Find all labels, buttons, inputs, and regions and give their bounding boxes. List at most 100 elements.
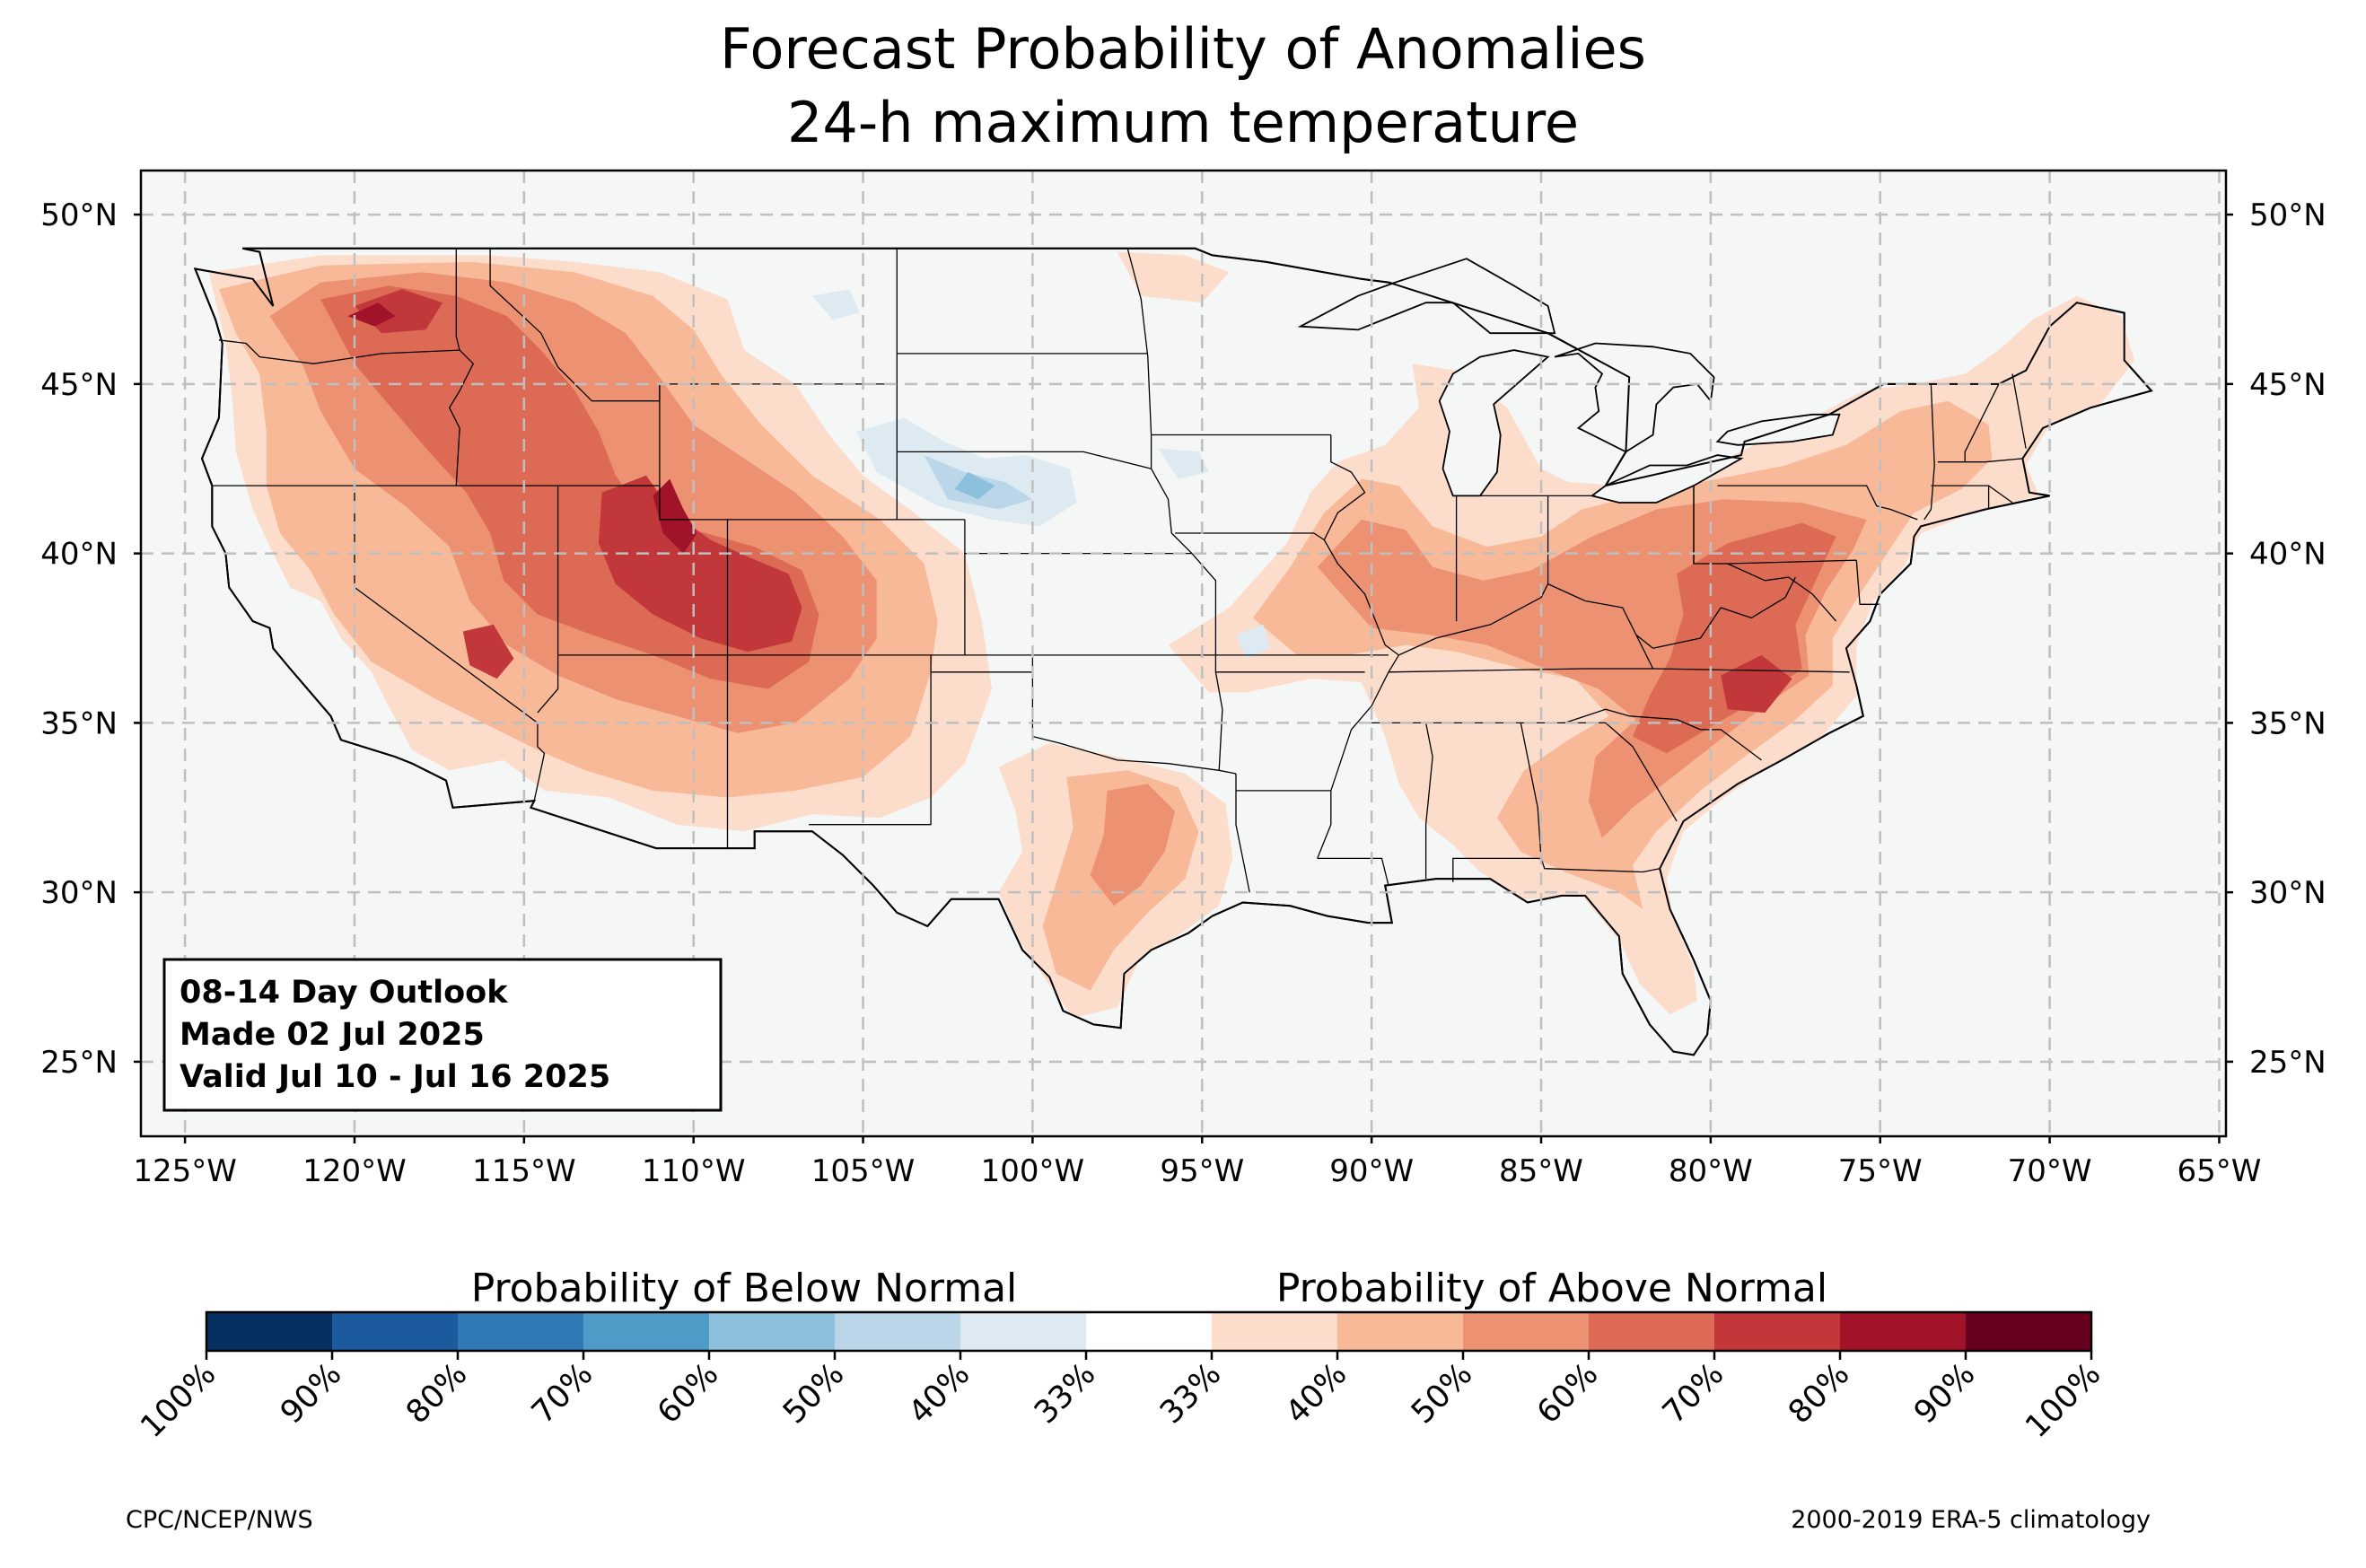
colorbar-swatch bbox=[458, 1312, 584, 1351]
longitude-ticks: 125°W 120°W 115°W 110°W 105°W 100°W 95°W 90°W 85… bbox=[133, 1136, 2261, 1189]
lake bbox=[1554, 342, 1715, 453]
state-line bbox=[1214, 671, 1223, 771]
colorbar-tick-label: 80% bbox=[399, 1356, 474, 1431]
chart-title-line1: Forecast Probability of Anomalies bbox=[720, 16, 1646, 82]
anomaly-region-below-40 bbox=[811, 289, 860, 320]
lat-tick-label-right: 25°N bbox=[2249, 1045, 2327, 1081]
lon-tick-label: 105°W bbox=[811, 1153, 916, 1189]
colorbar-swatch bbox=[332, 1312, 459, 1351]
lake bbox=[1438, 349, 1550, 497]
anomaly-region-above-70 bbox=[1633, 522, 1836, 754]
colorbar-swatch bbox=[1840, 1312, 1967, 1351]
colorbar-tick-label: 60% bbox=[1530, 1356, 1605, 1431]
colorbar-tick-label: 50% bbox=[776, 1356, 851, 1431]
state-line bbox=[1388, 668, 1850, 673]
state-line bbox=[897, 451, 1152, 469]
state-line bbox=[1398, 583, 1654, 656]
lat-tick-label-left: 45°N bbox=[40, 367, 118, 403]
lat-tick-label-left: 50°N bbox=[40, 197, 118, 233]
colorbar-swatch bbox=[960, 1312, 1087, 1351]
colorbar-swatch bbox=[1086, 1312, 1213, 1351]
colorbar-swatch bbox=[1463, 1312, 1590, 1351]
state-line bbox=[1126, 248, 1152, 469]
colorbar-tick-label: 100% bbox=[2019, 1356, 2107, 1445]
colorbar-swatch bbox=[583, 1312, 710, 1351]
lon-tick-label: 120°W bbox=[302, 1153, 407, 1189]
graticule bbox=[141, 171, 2226, 1136]
lat-tick-label-left: 30°N bbox=[40, 875, 118, 911]
colorbar-below-label: Probability of Below Normal bbox=[471, 1266, 1018, 1311]
map-frame bbox=[139, 169, 2228, 1138]
latitude-ticks: 50°N 50°N 45°N 45°N 40°N 40°N 35°N 35°N 30°N 30°N… bbox=[40, 197, 2326, 1081]
colorbar-tick-label: 33% bbox=[1028, 1356, 1102, 1431]
outlook-info-panel: 08-14 Day Outlook Made 02 Jul 2025 Valid… bbox=[162, 958, 723, 1112]
anomaly-region-above-80 bbox=[462, 624, 514, 679]
anomaly-region-below-40 bbox=[1158, 448, 1209, 479]
colorbar-swatch bbox=[1337, 1312, 1464, 1351]
state-line bbox=[1964, 383, 2000, 462]
anomaly-layer bbox=[208, 251, 2134, 1018]
state-line bbox=[537, 486, 559, 714]
colorbar: 100% 90% 80% 70% 60% 50% 40% 33% 33% 40% 50% 60% 70%… bbox=[134, 1310, 2107, 1445]
lat-tick-label-right: 40°N bbox=[2249, 537, 2327, 573]
state-line bbox=[1151, 468, 1193, 555]
state-line bbox=[1727, 563, 1837, 622]
anomaly-region-above-80 bbox=[598, 475, 802, 653]
state-line bbox=[1605, 722, 1678, 822]
footer-source: CPC/NCEP/NWS bbox=[126, 1506, 313, 1534]
colorbar-swatch bbox=[709, 1312, 836, 1351]
state-line bbox=[1717, 485, 1918, 521]
colorbar-tick-label: 100% bbox=[134, 1356, 223, 1445]
colorbar-tick-label: 70% bbox=[525, 1356, 600, 1431]
colorbar-swatch bbox=[1212, 1312, 1338, 1351]
colorbar-swatch bbox=[835, 1312, 961, 1351]
chart-title-line2: 24-h maximum temperature bbox=[787, 90, 1579, 155]
lat-tick-label-right: 35°N bbox=[2249, 705, 2327, 741]
state-line bbox=[1937, 458, 2023, 463]
state-line bbox=[1652, 576, 1796, 649]
lon-tick-label: 75°W bbox=[1838, 1153, 1923, 1189]
lake bbox=[1590, 454, 1744, 504]
anomaly-region-above-90 bbox=[347, 302, 396, 327]
colorbar-tick-label: 90% bbox=[1907, 1356, 1982, 1431]
state-line bbox=[218, 339, 460, 364]
lon-tick-label: 100°W bbox=[981, 1153, 1085, 1189]
anomaly-region-below-60 bbox=[954, 472, 995, 500]
lon-tick-label: 125°W bbox=[133, 1153, 237, 1189]
state-line bbox=[1855, 560, 1880, 605]
panel-made-date: Made 02 Jul 2025 bbox=[180, 1017, 485, 1053]
anomaly-region-above-90 bbox=[653, 478, 697, 554]
colorbar-swatch bbox=[1966, 1312, 2092, 1351]
colorbar-frame bbox=[205, 1310, 2093, 1353]
panel-outlook-period: 08-14 Day Outlook bbox=[180, 975, 508, 1011]
lon-tick-label: 110°W bbox=[642, 1153, 746, 1189]
colorbar-tick-label: 80% bbox=[1782, 1356, 1856, 1431]
state-line bbox=[1923, 383, 1935, 521]
lat-tick-label-left: 35°N bbox=[40, 705, 118, 741]
lon-tick-label: 115°W bbox=[472, 1153, 576, 1189]
lon-tick-label: 65°W bbox=[2178, 1153, 2262, 1189]
state-line bbox=[809, 654, 932, 826]
lat-tick-label-left: 25°N bbox=[40, 1045, 118, 1081]
lon-tick-label: 85°W bbox=[1499, 1153, 1583, 1189]
colorbar-tick-label: 33% bbox=[1153, 1356, 1228, 1431]
state-line bbox=[2011, 373, 2027, 449]
lat-tick-label-right: 30°N bbox=[2249, 875, 2327, 911]
lat-tick-label-right: 50°N bbox=[2249, 197, 2327, 233]
state-line bbox=[931, 671, 1237, 775]
state-line bbox=[449, 248, 474, 486]
anomaly-region-above-80 bbox=[1721, 654, 1792, 714]
state-line bbox=[1317, 857, 1389, 886]
colorbar-tick-label: 70% bbox=[1656, 1356, 1731, 1431]
state-line bbox=[1175, 532, 1325, 541]
lat-tick-label-left: 40°N bbox=[40, 537, 118, 573]
lon-tick-label: 70°W bbox=[2008, 1153, 2092, 1189]
colorbar-tick-label: 40% bbox=[1279, 1356, 1354, 1431]
footer-climatology: 2000-2019 ERA-5 climatology bbox=[1791, 1506, 2151, 1534]
colorbar-above-label: Probability of Above Normal bbox=[1276, 1266, 1827, 1311]
anomaly-region-above-60 bbox=[1090, 784, 1176, 907]
panel-valid-range: Valid Jul 10 - Jul 16 2025 bbox=[180, 1059, 610, 1095]
state-line bbox=[1635, 634, 1654, 670]
colorbar-swatch bbox=[1714, 1312, 1841, 1351]
